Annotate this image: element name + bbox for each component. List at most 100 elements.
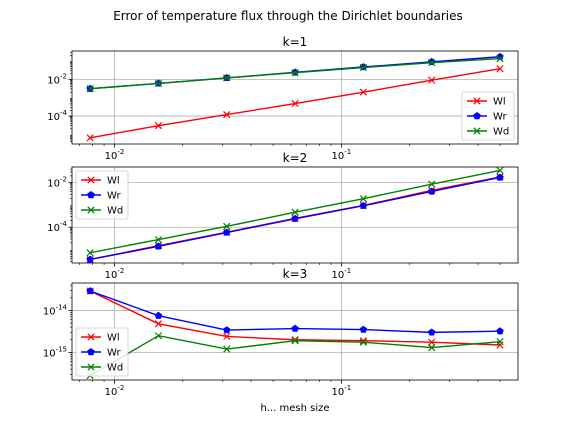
legend-label: Wd	[493, 127, 509, 138]
data-point	[359, 88, 368, 96]
legend-entry-wr: Wr	[467, 112, 507, 123]
legend-entry-wd: Wd	[81, 363, 123, 374]
legend-entry-wl: Wl	[81, 333, 120, 344]
series-wl	[86, 65, 504, 142]
data-point	[496, 54, 504, 63]
data-point	[496, 65, 504, 73]
data-point	[496, 166, 504, 175]
legend-label: Wl	[107, 176, 120, 187]
data-point	[291, 336, 299, 344]
series-wd	[86, 166, 504, 257]
legend: Wl Wr Wd	[461, 91, 515, 141]
data-point	[496, 327, 504, 335]
legend-entry-wr: Wr	[81, 348, 121, 359]
data-point	[223, 74, 231, 82]
legend-box	[461, 91, 515, 141]
x-tick-label: 10-1	[332, 267, 352, 281]
legend-marker	[87, 190, 95, 199]
y-tick-label: 10-2	[47, 72, 67, 86]
legend-marker	[87, 333, 95, 341]
panel-title: k=3	[283, 267, 308, 281]
series-wr	[86, 173, 504, 263]
axes-frame	[71, 50, 519, 145]
data-point	[291, 214, 299, 222]
data-point	[359, 338, 368, 346]
legend-entry-wl: Wl	[81, 176, 120, 187]
data-point	[428, 343, 436, 352]
data-point	[428, 76, 436, 84]
legend-box	[75, 170, 129, 220]
figure-suptitle: Error of temperature flux through the Di…	[113, 9, 463, 23]
y-tick-label: 10-4	[47, 109, 67, 123]
data-point	[223, 345, 231, 353]
x-tick-label: 10-2	[105, 384, 125, 398]
legend-label: Wl	[107, 333, 120, 344]
data-point	[359, 201, 368, 209]
axes-frame	[71, 282, 519, 381]
legend-marker	[473, 127, 481, 135]
legend-marker	[473, 97, 481, 105]
data-point	[86, 85, 94, 93]
data-point	[291, 99, 299, 108]
data-point	[291, 324, 299, 332]
legend-marker	[87, 347, 95, 356]
legend: Wl Wr Wd	[75, 170, 129, 220]
legend-label: Wl	[493, 97, 506, 108]
x-tick-label: 10-1	[332, 148, 352, 162]
x-tick-label: 10-2	[105, 267, 125, 281]
y-tick-label: 10-4	[47, 220, 67, 234]
panel-title: k=1	[283, 35, 308, 49]
data-point	[223, 228, 231, 236]
data-point	[154, 320, 163, 328]
panel-2: 10-2 10-1 10-4 10-2 k=2 Wl Wr Wd	[47, 151, 519, 281]
legend-label: Wr	[107, 191, 121, 202]
data-point	[86, 287, 94, 295]
panel-1: 10-2 10-1 10-4 10-2 k=1 Wl Wr Wd	[47, 35, 519, 162]
data-point	[223, 332, 231, 341]
series-group	[86, 52, 504, 142]
legend-marker	[87, 176, 95, 184]
data-point	[428, 59, 436, 67]
y-tick-label: 10-15	[43, 345, 67, 359]
legend-entry-wd: Wd	[467, 127, 509, 138]
data-point	[154, 79, 163, 88]
x-tick-label: 10-1	[332, 384, 352, 398]
data-point	[154, 242, 163, 250]
data-point	[223, 222, 231, 230]
data-point	[359, 63, 368, 72]
series-wd	[86, 332, 504, 380]
y-tick-label: 10-14	[43, 303, 68, 317]
legend-label: Wr	[493, 112, 507, 123]
legend-box	[75, 327, 129, 377]
data-point	[428, 338, 436, 346]
data-point	[496, 338, 504, 346]
data-point	[428, 180, 436, 188]
series-wr	[86, 287, 504, 336]
data-point	[359, 325, 368, 333]
legend-entry-wl: Wl	[467, 97, 506, 108]
series-wd	[86, 54, 504, 93]
data-point	[86, 134, 94, 142]
panel-title: k=2	[283, 151, 308, 165]
legend-label: Wd	[107, 206, 123, 217]
legend-entry-wr: Wr	[81, 191, 121, 202]
data-point	[154, 122, 163, 130]
data-point	[496, 341, 504, 349]
legend-entry-wd: Wd	[81, 206, 123, 217]
y-tick-label: 10-2	[47, 176, 67, 190]
legend-marker	[87, 206, 95, 214]
axes-frame	[71, 166, 519, 264]
series-group	[86, 287, 504, 380]
series-group	[86, 166, 504, 264]
data-point	[291, 69, 299, 77]
data-point	[428, 187, 436, 195]
data-point	[223, 326, 231, 334]
data-point	[86, 249, 94, 257]
data-point	[154, 311, 163, 319]
legend-label: Wd	[107, 363, 123, 374]
legend-marker	[473, 111, 481, 120]
plot-area	[72, 51, 518, 144]
data-point	[359, 195, 368, 203]
